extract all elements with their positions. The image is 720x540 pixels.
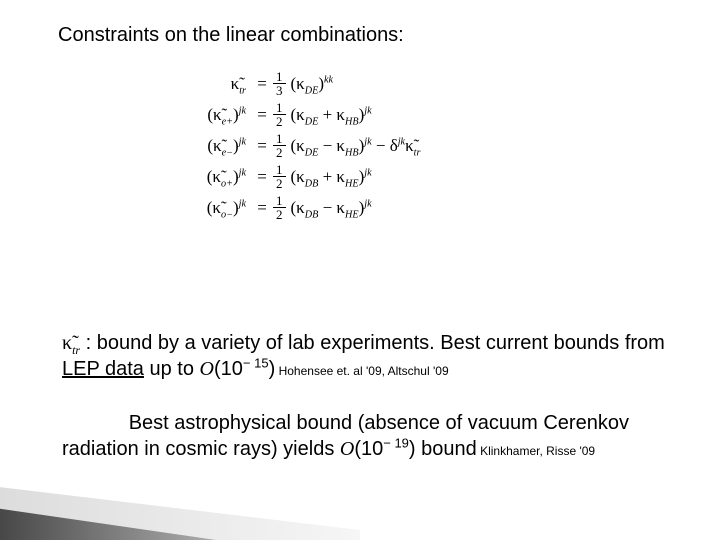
order-O: O xyxy=(200,358,214,380)
order-close-2: ) xyxy=(409,438,416,460)
equals-sign: = xyxy=(254,105,270,125)
eq-lhs: (κ̃o−)jk xyxy=(160,198,254,218)
eq-rhs: (κDE + κHB)jk xyxy=(289,105,372,125)
order-exp-2: − 19 xyxy=(383,435,409,450)
fraction: 13 xyxy=(273,70,286,97)
fraction: 12 xyxy=(273,194,286,221)
eq-rhs: (κDE)kk xyxy=(289,74,334,94)
equals-sign: = xyxy=(254,167,270,187)
eq-rhs: (κDE − κHB)jk − δjkκ̃tr xyxy=(289,136,421,156)
lep-data-text: LEP data xyxy=(62,358,144,380)
order-O-2: O xyxy=(340,438,354,460)
eq-lhs: (κ̃e+)jk xyxy=(160,105,254,125)
eq-lhs: (κ̃e−)jk xyxy=(160,136,254,156)
order-open-2: (10 xyxy=(354,438,383,460)
fraction: 12 xyxy=(273,132,286,159)
eq-rhs: (κDB − κHE)jk xyxy=(289,198,372,218)
order-open: (10 xyxy=(214,358,243,380)
equation-row-1: κ̃tr=13(κDE)kk xyxy=(160,70,560,97)
equation-row-5: (κ̃o−)jk=12(κDB − κHE)jk xyxy=(160,194,560,221)
fraction: 12 xyxy=(273,163,286,190)
paragraph-ktr-bound: κ̃tr : bound by a variety of lab experim… xyxy=(62,330,672,382)
equations-block: κ̃tr=13(κDE)kk(κ̃e+)jk=12(κDE + κHB)jk(κ… xyxy=(160,70,560,225)
equals-sign: = xyxy=(254,74,270,94)
eq-rhs: (κDB + κHE)jk xyxy=(289,167,372,187)
citation-1: Hohensee et. al '09, Altschul '09 xyxy=(275,364,448,378)
fraction: 12 xyxy=(273,101,286,128)
p2-indent xyxy=(62,412,129,434)
slide: Constraints on the linear combinations: … xyxy=(0,0,720,540)
equation-row-4: (κ̃o+)jk=12(κDB + κHE)jk xyxy=(160,163,560,190)
equals-sign: = xyxy=(254,198,270,218)
citation-2: Klinkhamer, Risse '09 xyxy=(477,444,595,458)
p2-text2: bound xyxy=(416,438,477,460)
heading: Constraints on the linear combinations: xyxy=(58,24,404,47)
p1-lead: : bound by a variety of lab experiments.… xyxy=(80,332,665,354)
paragraph-astro-bound: Best astrophysical bound (absence of vac… xyxy=(62,410,682,462)
kappa-tr-symbol: κ̃tr xyxy=(62,332,80,354)
equation-row-2: (κ̃e+)jk=12(κDE + κHB)jk xyxy=(160,101,560,128)
order-exp: − 15 xyxy=(243,355,269,370)
equation-row-3: (κ̃e−)jk=12(κDE − κHB)jk − δjkκ̃tr xyxy=(160,132,560,159)
equals-sign: = xyxy=(254,136,270,156)
eq-lhs: (κ̃o+)jk xyxy=(160,167,254,187)
eq-lhs: κ̃tr xyxy=(160,74,254,94)
p1-mid: up to xyxy=(144,358,200,380)
